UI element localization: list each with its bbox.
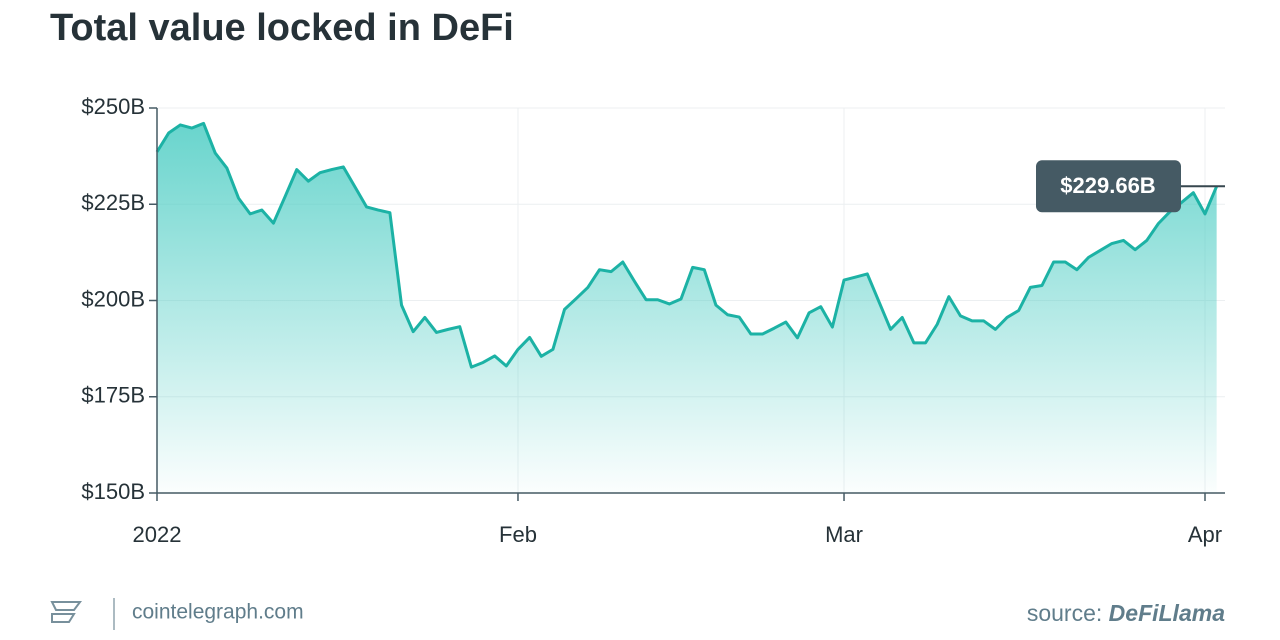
x-tick-label: Mar: [825, 522, 863, 547]
y-tick-label: $250B: [81, 94, 145, 119]
y-tick-label: $175B: [81, 383, 145, 408]
site-name: cointelegraph.com: [132, 601, 304, 624]
y-tick-label: $225B: [81, 190, 145, 215]
area: [157, 123, 1217, 494]
source-prefix: source:: [1027, 600, 1102, 626]
x-tick-label: Feb: [499, 522, 537, 547]
chart-title: Total value locked in DeFi: [50, 7, 514, 49]
source: source: DeFiLlama: [1027, 600, 1225, 626]
source-name: DeFiLlama: [1109, 600, 1226, 626]
y-tick-label: $200B: [81, 286, 145, 311]
y-tick-label: $150B: [81, 479, 145, 504]
line: [155, 121, 1219, 369]
value-label-box: [1036, 160, 1181, 213]
x-tick-label: Apr: [1188, 522, 1222, 547]
x-tick-label: 2022: [133, 522, 182, 547]
logo: [50, 598, 115, 630]
value-label: $229.66B: [1060, 173, 1155, 198]
